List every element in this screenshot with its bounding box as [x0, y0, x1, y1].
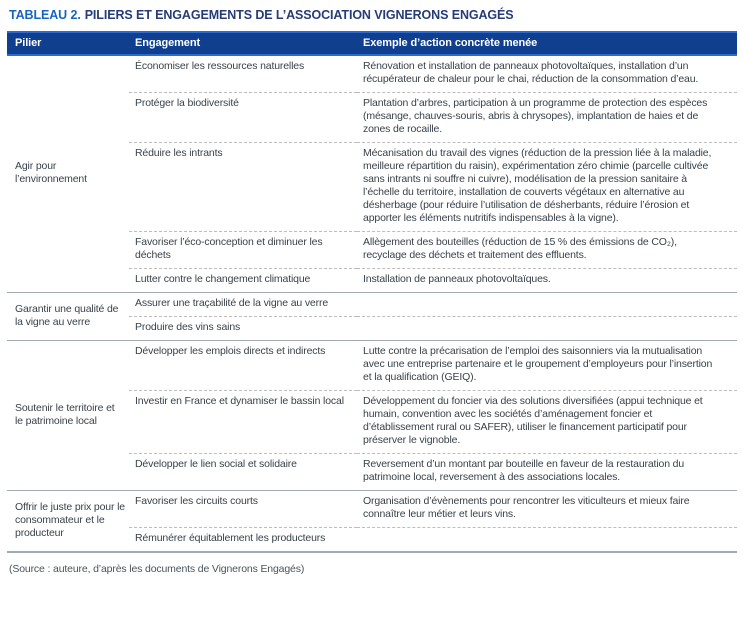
exemple-cell: Mécanisation du travail des vignes (rédu…	[357, 142, 737, 232]
engagement-cell: Favoriser l’éco-conception et diminuer l…	[129, 231, 357, 269]
pilier-cell-environnement: Agir pour l’environnement	[15, 160, 87, 185]
engagement-cell: Favoriser les circuits courts	[129, 490, 357, 528]
exemple-cell: Allègement des bouteilles (réduction de …	[357, 231, 737, 269]
engagement-cell: Produire des vins sains	[129, 316, 357, 341]
table-row: Garantir une qualité de la vigne au verr…	[7, 292, 737, 341]
engagement-cell: Rémunérer équitablement les producteurs	[129, 527, 357, 552]
exemple-cell: Plantation d’arbres, participation à un …	[357, 92, 737, 143]
engagement-cell: Protéger la biodiversité	[129, 92, 357, 143]
column-header-engagement: Engagement	[129, 31, 357, 56]
exemple-cell: Développement du foncier via des solutio…	[357, 390, 737, 454]
table-number-label: TABLEAU 2.	[9, 8, 81, 22]
table-row: Développer le lien social et solidaire R…	[7, 453, 737, 491]
table-row: Agir pour l’environnement Économiser les…	[7, 55, 737, 185]
table-row: Soutenir le territoire et le patrimoine …	[7, 340, 737, 491]
table-row: Offrir le juste prix pour le consommateu…	[7, 490, 737, 552]
engagement-cell: Développer les emplois directs et indire…	[129, 340, 357, 391]
engagement-cell: Développer le lien social et solidaire	[129, 453, 357, 491]
column-header-exemple: Exemple d’action concrète menée	[357, 31, 737, 56]
exemple-cell: Lutte contre la précarisation de l’emplo…	[357, 340, 737, 391]
exemple-cell	[357, 292, 737, 317]
exemple-cell	[357, 527, 737, 552]
piliers-table: Pilier Engagement Exemple d’action concr…	[7, 31, 737, 553]
table-row: Rémunérer équitablement les producteurs	[7, 527, 737, 552]
pilier-cell-juste-prix: Offrir le juste prix pour le consommateu…	[7, 490, 129, 552]
table-row: Lutter contre le changement climatique I…	[7, 268, 737, 293]
table-title-text: PILIERS ET ENGAGEMENTS DE L’ASSOCIATION …	[84, 8, 514, 22]
engagement-cell: Assurer une traçabilité de la vigne au v…	[129, 292, 357, 317]
table-row: Investir en France et dynamiser le bassi…	[7, 390, 737, 454]
source-note: (Source : auteure, d’après les documents…	[9, 563, 305, 575]
table-row: Réduire les intrants Mécanisation du tra…	[7, 142, 737, 232]
table-row: Protéger la biodiversité Plantation d’ar…	[7, 92, 737, 143]
engagement-cell: Réduire les intrants	[129, 142, 357, 232]
engagement-cell: Investir en France et dynamiser le bassi…	[129, 390, 357, 454]
table-row: Favoriser l’éco-conception et diminuer l…	[7, 231, 737, 269]
table-row: Produire des vins sains	[7, 316, 737, 341]
exemple-cell: Installation de panneaux photovoltaïques…	[357, 268, 737, 293]
header-row: Pilier Engagement Exemple d’action concr…	[7, 31, 737, 56]
engagement-cell: Lutter contre le changement climatique	[129, 268, 357, 293]
engagement-cell: Économiser les ressources naturelles	[135, 60, 305, 72]
column-header-pilier: Pilier	[7, 31, 129, 56]
exemple-cell: Organisation d’évènements pour rencontre…	[357, 490, 737, 528]
page-title: TABLEAU 2. PILIERS ET ENGAGEMENTS DE L’AS…	[9, 8, 737, 22]
pilier-cell-territoire: Soutenir le territoire et le patrimoine …	[7, 340, 129, 491]
pilier-cell-qualite: Garantir une qualité de la vigne au verr…	[7, 292, 129, 341]
exemple-cell: Rénovation et installation de panneaux p…	[363, 60, 699, 85]
exemple-cell	[357, 316, 737, 341]
exemple-cell: Reversement d’un montant par bouteille e…	[357, 453, 737, 491]
